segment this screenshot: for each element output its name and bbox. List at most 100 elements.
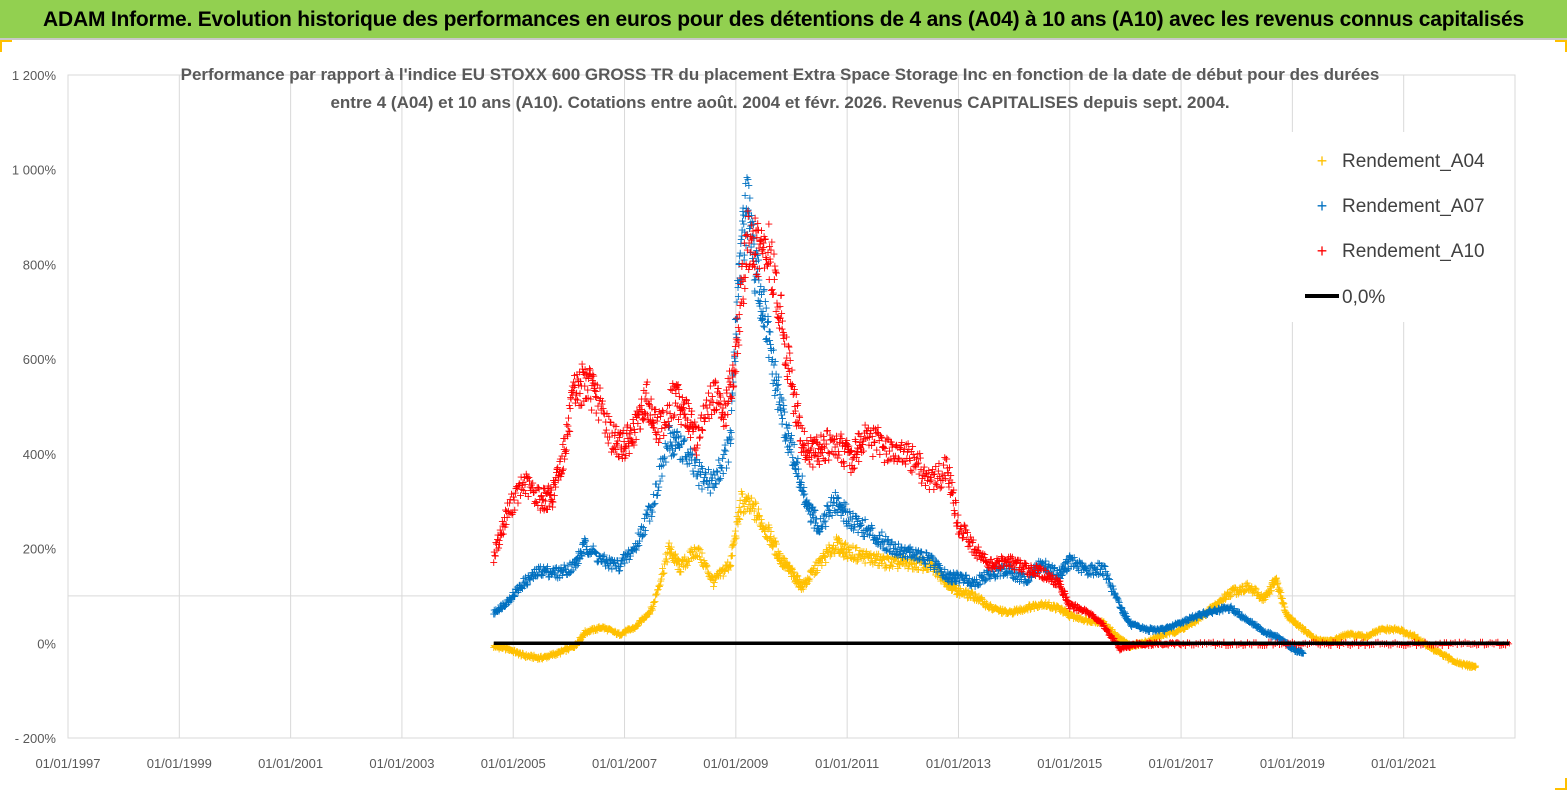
- data-point: +: [882, 551, 891, 564]
- data-point: +: [1269, 577, 1278, 590]
- data-point: +: [1270, 573, 1279, 586]
- data-point: +: [690, 543, 699, 556]
- data-point: +: [771, 549, 780, 562]
- data-point: +: [703, 560, 712, 573]
- data-point: +: [699, 554, 708, 567]
- data-point: +: [832, 530, 841, 543]
- data-point: +: [940, 577, 949, 590]
- data-point: +: [1240, 584, 1249, 597]
- data-point: +: [1265, 587, 1274, 600]
- data-point: +: [1126, 641, 1135, 654]
- data-point: +: [745, 495, 754, 508]
- data-point: +: [838, 546, 847, 559]
- data-point: +: [989, 602, 998, 615]
- data-point: +: [1193, 612, 1202, 625]
- data-point: +: [593, 623, 602, 636]
- data-point: +: [1085, 615, 1094, 628]
- data-point: +: [1247, 580, 1256, 593]
- data-point: +: [978, 593, 987, 606]
- data-point: +: [1286, 612, 1295, 625]
- data-point: +: [845, 546, 854, 559]
- data-point: +: [792, 569, 801, 582]
- data-point: +: [852, 541, 861, 554]
- data-point: +: [993, 603, 1002, 616]
- data-point: +: [610, 626, 619, 639]
- data-point: +: [570, 640, 579, 653]
- legend-marker-a04: +: [1317, 151, 1328, 171]
- data-point: +: [1216, 594, 1225, 607]
- data-point: +: [1082, 613, 1091, 626]
- data-point: +: [1128, 640, 1137, 653]
- data-point: +: [1236, 585, 1245, 598]
- data-point: +: [525, 650, 534, 663]
- data-point: +: [1266, 585, 1275, 598]
- data-point: +: [676, 565, 685, 578]
- data-point: +: [857, 545, 866, 558]
- data-point: +: [836, 546, 845, 559]
- data-point: +: [669, 554, 678, 567]
- data-point: +: [769, 531, 778, 544]
- data-point: +: [1241, 577, 1250, 590]
- data-point: +: [789, 570, 798, 583]
- legend-label-a07: Rendement_A07: [1342, 196, 1485, 217]
- data-point: +: [1088, 616, 1097, 629]
- data-point: +: [1264, 586, 1273, 599]
- data-point: +: [524, 649, 533, 662]
- data-point: +: [1119, 633, 1128, 646]
- data-point: +: [529, 652, 538, 665]
- data-point: +: [998, 603, 1007, 616]
- data-point: +: [1093, 617, 1102, 630]
- data-point: +: [791, 575, 800, 588]
- data-point: +: [688, 545, 697, 558]
- data-point: +: [1281, 606, 1290, 619]
- data-point: +: [564, 643, 573, 656]
- data-point: +: [726, 559, 735, 572]
- data-point: +: [1103, 621, 1112, 634]
- data-point: +: [791, 574, 800, 587]
- data-point: +: [543, 650, 552, 663]
- data-point: +: [517, 648, 526, 661]
- data-point: +: [723, 408, 732, 421]
- data-point: +: [501, 643, 510, 656]
- data-point: +: [954, 584, 963, 597]
- data-point: +: [660, 558, 669, 571]
- data-point: +: [1015, 604, 1024, 617]
- data-point: +: [735, 325, 744, 338]
- data-point: +: [1190, 616, 1199, 629]
- data-point: +: [757, 517, 766, 530]
- data-point: +: [1293, 619, 1302, 632]
- data-point: +: [957, 588, 966, 601]
- data-point: +: [576, 633, 585, 646]
- data-point: +: [633, 619, 642, 632]
- data-point: +: [1148, 634, 1157, 647]
- data-point: +: [1128, 640, 1137, 653]
- data-point: +: [1018, 605, 1027, 618]
- data-point: +: [746, 504, 755, 517]
- data-point: +: [1093, 617, 1102, 630]
- data-point: +: [1000, 603, 1009, 616]
- data-point: +: [1090, 616, 1099, 629]
- data-point: +: [984, 602, 993, 615]
- data-point: +: [655, 579, 664, 592]
- data-point: +: [840, 550, 849, 563]
- data-point: +: [753, 509, 762, 522]
- data-point: +: [974, 590, 983, 603]
- data-point: +: [766, 525, 775, 538]
- data-point: +: [1081, 613, 1090, 626]
- data-point: +: [918, 553, 927, 566]
- chart-title-line-1: Performance par rapport à l'indice EU ST…: [181, 65, 1380, 84]
- data-point: +: [847, 552, 856, 565]
- data-point: +: [950, 583, 959, 596]
- data-point: +: [1239, 585, 1248, 598]
- data-point: +: [1095, 616, 1104, 629]
- data-point: +: [1060, 606, 1069, 619]
- data-point: +: [924, 563, 933, 576]
- data-point: +: [787, 364, 796, 377]
- data-point: +: [839, 547, 848, 560]
- data-point: +: [1233, 584, 1242, 597]
- data-point: +: [638, 612, 647, 625]
- data-point: +: [676, 565, 685, 578]
- data-point: +: [798, 580, 807, 593]
- data-point: +: [920, 561, 929, 574]
- data-point: +: [923, 553, 932, 566]
